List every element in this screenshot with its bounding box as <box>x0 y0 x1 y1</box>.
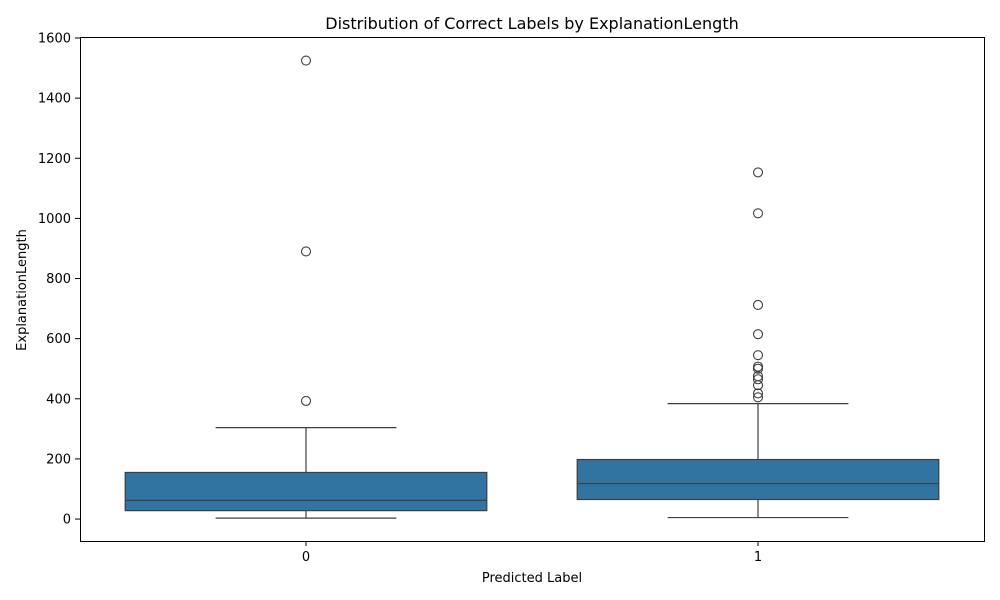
y-tick-label: 400 <box>46 392 71 407</box>
y-axis: 0 200 400 600 800 1000 1200 1400 1600 <box>38 32 80 528</box>
outlier-point <box>752 299 764 311</box>
outlier-point <box>752 167 764 178</box>
y-tick-label: 1600 <box>38 32 71 47</box>
y-tick-label: 200 <box>46 452 71 467</box>
x-axis-title: Predicted Label <box>482 571 582 586</box>
y-axis-title: ExplanationLength <box>15 229 30 351</box>
x-tick-label: 1 <box>754 550 762 565</box>
chart-title: Distribution of Correct Labels by Explan… <box>325 14 738 33</box>
outlier-point <box>752 208 764 219</box>
y-tick-label: 1200 <box>38 152 71 167</box>
y-tick-label: 0 <box>63 513 71 528</box>
outlier-point <box>300 246 312 257</box>
y-tick-label: 1000 <box>38 212 71 227</box>
outlier-point <box>752 329 764 340</box>
y-tick-label: 600 <box>46 332 71 347</box>
plot-area-frame <box>80 37 985 542</box>
outlier-point <box>752 371 764 382</box>
box-group-0 <box>124 55 488 519</box>
outlier-point <box>752 361 764 372</box>
box-group-1 <box>576 167 940 519</box>
outlier-point <box>752 388 764 399</box>
y-tick-label: 800 <box>46 272 71 287</box>
outlier-point <box>300 55 312 66</box>
outlier-point <box>752 350 764 361</box>
outlier-point <box>752 392 764 403</box>
y-tick-label: 1400 <box>38 92 71 107</box>
x-tick-label: 0 <box>302 550 310 565</box>
box-iqr <box>576 458 940 501</box>
boxes-layer <box>124 55 940 519</box>
box-iqr <box>124 471 488 512</box>
outlier-point <box>300 395 312 406</box>
outlier-point <box>752 374 764 385</box>
